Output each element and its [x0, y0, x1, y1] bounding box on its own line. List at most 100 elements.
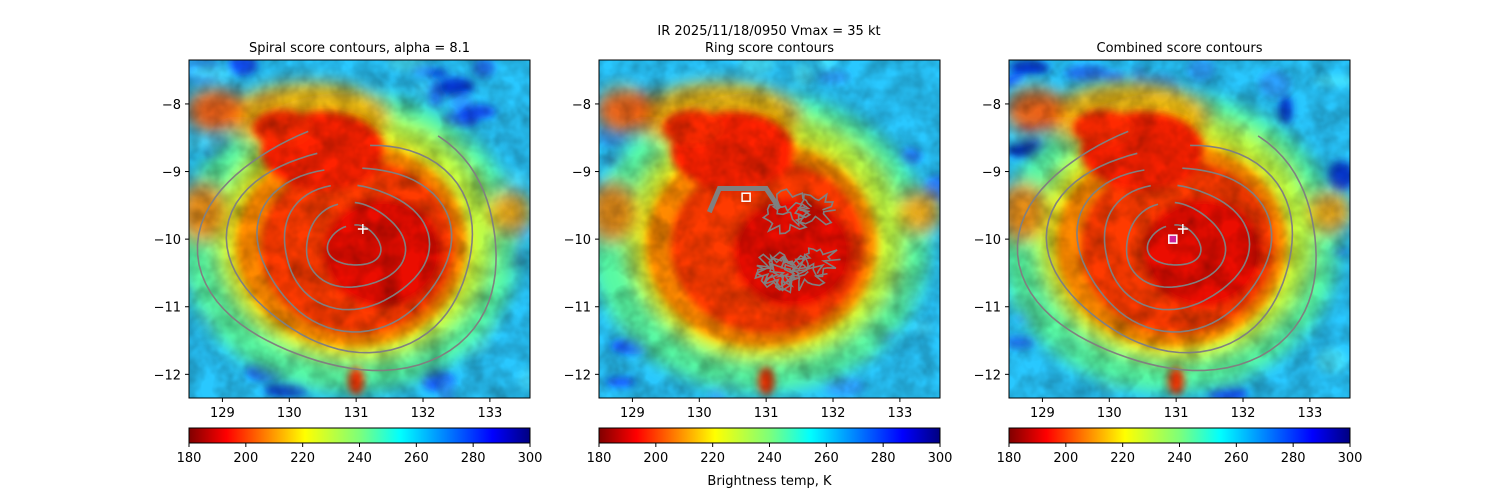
contour-line	[799, 192, 836, 226]
center-square-marker	[741, 192, 751, 202]
x-tick-label: 132	[821, 406, 846, 421]
contour-line	[707, 185, 782, 214]
contour-line	[771, 188, 813, 228]
x-tick-label: 129	[1030, 406, 1055, 421]
panel-title: Ring score contours	[705, 41, 834, 56]
y-tick-label: −12	[154, 368, 181, 383]
colorbar-tick-label: 300	[518, 451, 543, 466]
x-tick-label: 133	[477, 406, 502, 421]
y-tick-label: −8	[982, 98, 1001, 113]
axes-frame	[598, 59, 941, 399]
x-tick-label: 131	[344, 406, 369, 421]
x-axis: 129 130 131 132 133	[620, 398, 912, 421]
y-tick-label: −12	[974, 368, 1001, 383]
y-tick-label: −9	[572, 166, 591, 181]
x-axis: 129 130 131 132 133	[1030, 398, 1322, 421]
x-tick-label: 132	[1231, 406, 1256, 421]
colorbar-tick-label: 260	[1224, 451, 1249, 466]
y-tick-label: −9	[162, 166, 181, 181]
colorbar-gradient	[188, 427, 531, 444]
contour-line	[256, 167, 453, 333]
center-square-marker	[1168, 234, 1178, 244]
ir-image	[1009, 60, 1350, 398]
contour-line	[283, 184, 431, 311]
contour-line	[794, 247, 841, 278]
colorbar-tick-label: 260	[814, 451, 839, 466]
y-tick-label: −8	[162, 98, 181, 113]
contour-line	[1125, 201, 1227, 289]
colorbar-tick-label: 220	[1110, 451, 1135, 466]
x-tick-label: 131	[1164, 406, 1189, 421]
axes-frame	[188, 59, 531, 399]
colorbar-tick-label: 300	[1338, 451, 1363, 466]
contour-line	[225, 144, 474, 354]
colorbar-tick-label: 240	[347, 451, 372, 466]
y-tick-label: −11	[564, 301, 591, 316]
contour-line	[1016, 130, 1317, 372]
colorbar-tick-label: 200	[1053, 451, 1078, 466]
score-contours	[1016, 130, 1317, 372]
contour-line	[1045, 144, 1294, 354]
contour-line	[1103, 184, 1251, 311]
y-axis: −8 −9 −10 −11 −12	[564, 98, 599, 383]
y-tick-label: −11	[154, 301, 181, 316]
center-plus-marker	[1177, 224, 1188, 234]
colorbar-tick-label: 220	[290, 451, 315, 466]
x-tick-label: 130	[1097, 406, 1122, 421]
colorbar-label: Brightness temp, K	[707, 474, 832, 489]
contour-line	[1146, 224, 1202, 266]
colorbar-tick-label: 240	[1167, 451, 1192, 466]
score-contours	[707, 185, 841, 294]
x-tick-label: 129	[210, 406, 235, 421]
x-tick-label: 130	[687, 406, 712, 421]
y-axis: −8 −9 −10 −11 −12	[154, 98, 189, 383]
x-tick-label: 130	[277, 406, 302, 421]
colorbar-tick-label: 180	[587, 451, 612, 466]
x-tick-label: 131	[754, 406, 779, 421]
colorbar-tick-label: 220	[700, 451, 725, 466]
colorbar: 180 200 220 240 260 280 300	[997, 427, 1363, 466]
panel-2: Ring score contours 129 130 131 132 133 −8 −9 −1…	[564, 41, 953, 489]
colorbar-tick-label: 280	[871, 451, 896, 466]
y-tick-label: −10	[154, 233, 181, 248]
x-tick-label: 133	[887, 406, 912, 421]
colorbar-tick-label: 280	[1281, 451, 1306, 466]
y-tick-label: −10	[974, 233, 1001, 248]
colorbar-tick-label: 240	[757, 451, 782, 466]
panel-title: Combined score contours	[1097, 41, 1263, 56]
y-tick-label: −12	[564, 368, 591, 383]
center-plus-marker	[357, 224, 368, 234]
contour-line	[1076, 167, 1273, 333]
y-tick-label: −8	[572, 98, 591, 113]
colorbar-tick-label: 180	[997, 451, 1022, 466]
colorbar-tick-label: 200	[643, 451, 668, 466]
y-tick-label: −10	[564, 233, 591, 248]
colorbar-tick-label: 300	[928, 451, 953, 466]
colorbar-gradient	[1008, 427, 1351, 444]
colorbar-tick-label: 200	[233, 451, 258, 466]
colorbar: 180 200 220 240 260 280 300	[177, 427, 543, 466]
x-axis: 129 130 131 132 133	[210, 398, 502, 421]
x-tick-label: 132	[411, 406, 436, 421]
contour-line	[761, 201, 808, 235]
contour-line	[326, 224, 382, 266]
ir-image	[189, 60, 530, 398]
contour-line	[196, 130, 497, 372]
y-axis: −8 −9 −10 −11 −12	[974, 98, 1009, 383]
suptitle: IR 2025/11/18/0950 Vmax = 35 kt	[657, 24, 880, 39]
x-tick-label: 133	[1297, 406, 1322, 421]
contour-line	[305, 201, 407, 289]
contour-line	[768, 254, 812, 292]
colorbar-tick-label: 280	[461, 451, 486, 466]
contour-line	[754, 251, 796, 288]
x-tick-label: 129	[620, 406, 645, 421]
panel-3: Combined score contours 129 130 131 132 133 −8…	[974, 41, 1363, 466]
colorbar-tick-label: 180	[177, 451, 202, 466]
score-contours	[196, 130, 497, 372]
axes-frame	[1008, 59, 1351, 399]
y-tick-label: −11	[974, 301, 1001, 316]
panel-title: Spiral score contours, alpha = 8.1	[249, 41, 470, 56]
colorbar: 180 200 220 240 260 280 300	[587, 427, 953, 466]
colorbar-gradient	[598, 427, 941, 444]
panel-1: Spiral score contours, alpha = 8.1 129 130…	[154, 41, 543, 466]
